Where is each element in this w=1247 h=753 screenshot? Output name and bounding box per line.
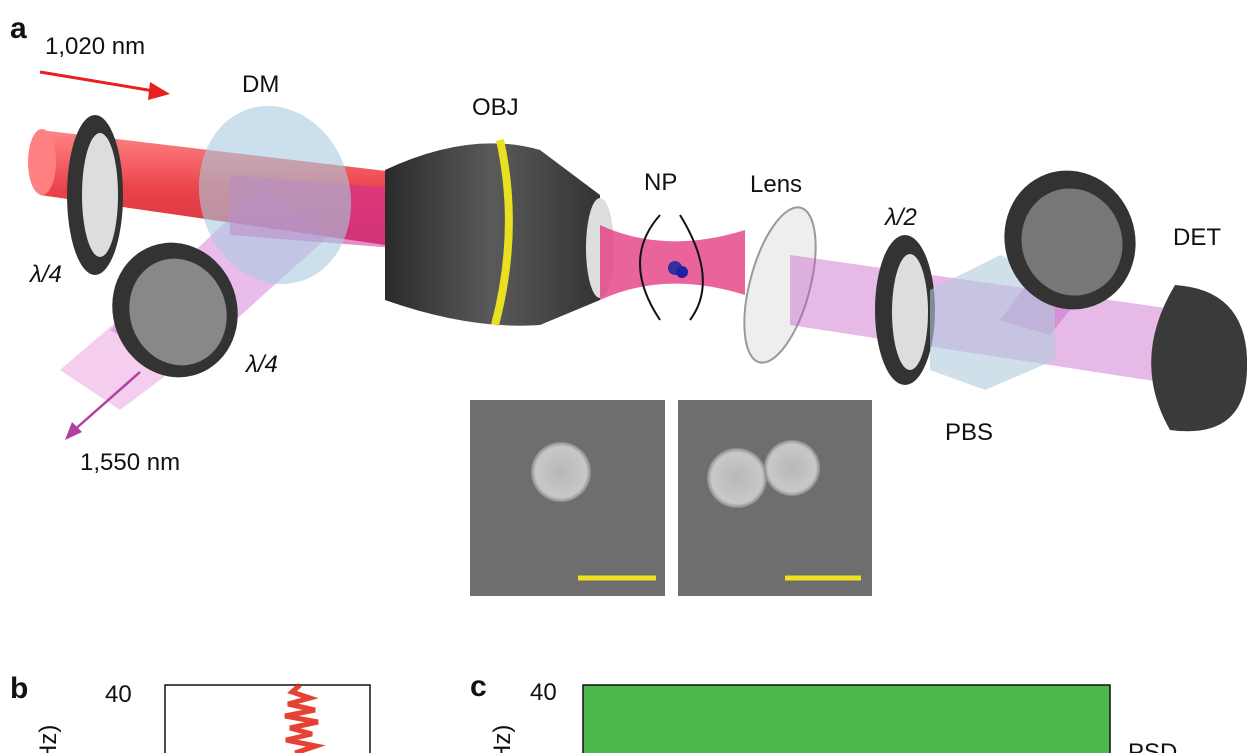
label-pbs: PBS [945, 419, 993, 446]
label-half-wave: λ/2 [883, 204, 917, 231]
label-obj: OBJ [472, 94, 519, 121]
panel-label: b [10, 672, 28, 705]
panel-label: a [10, 12, 27, 45]
sem-insets [470, 400, 872, 596]
plot-frame [164, 684, 371, 753]
optics [28, 70, 1247, 440]
y-axis-label: (MHz) [35, 725, 62, 753]
label-lens: Lens [750, 171, 802, 198]
label-det: DET [1173, 224, 1221, 251]
y-axis-label: (MHz) [489, 725, 516, 753]
label-np: NP [644, 169, 677, 196]
spectrogram [582, 684, 1111, 753]
label-quarter-wave: λ/4 [244, 351, 278, 378]
label-dm: DM [242, 71, 279, 98]
label-quarter-wave: λ/4 [28, 261, 62, 288]
legend-label: PSD [1128, 739, 1177, 753]
y-tick-label: 40 [105, 681, 132, 708]
spectrum-trace [284, 683, 326, 753]
panel-label: c [470, 670, 487, 703]
label-1020: 1,020 nm [45, 33, 145, 60]
y-tick-label: 40 [530, 679, 557, 706]
label-1550: 1,550 nm [80, 449, 180, 476]
